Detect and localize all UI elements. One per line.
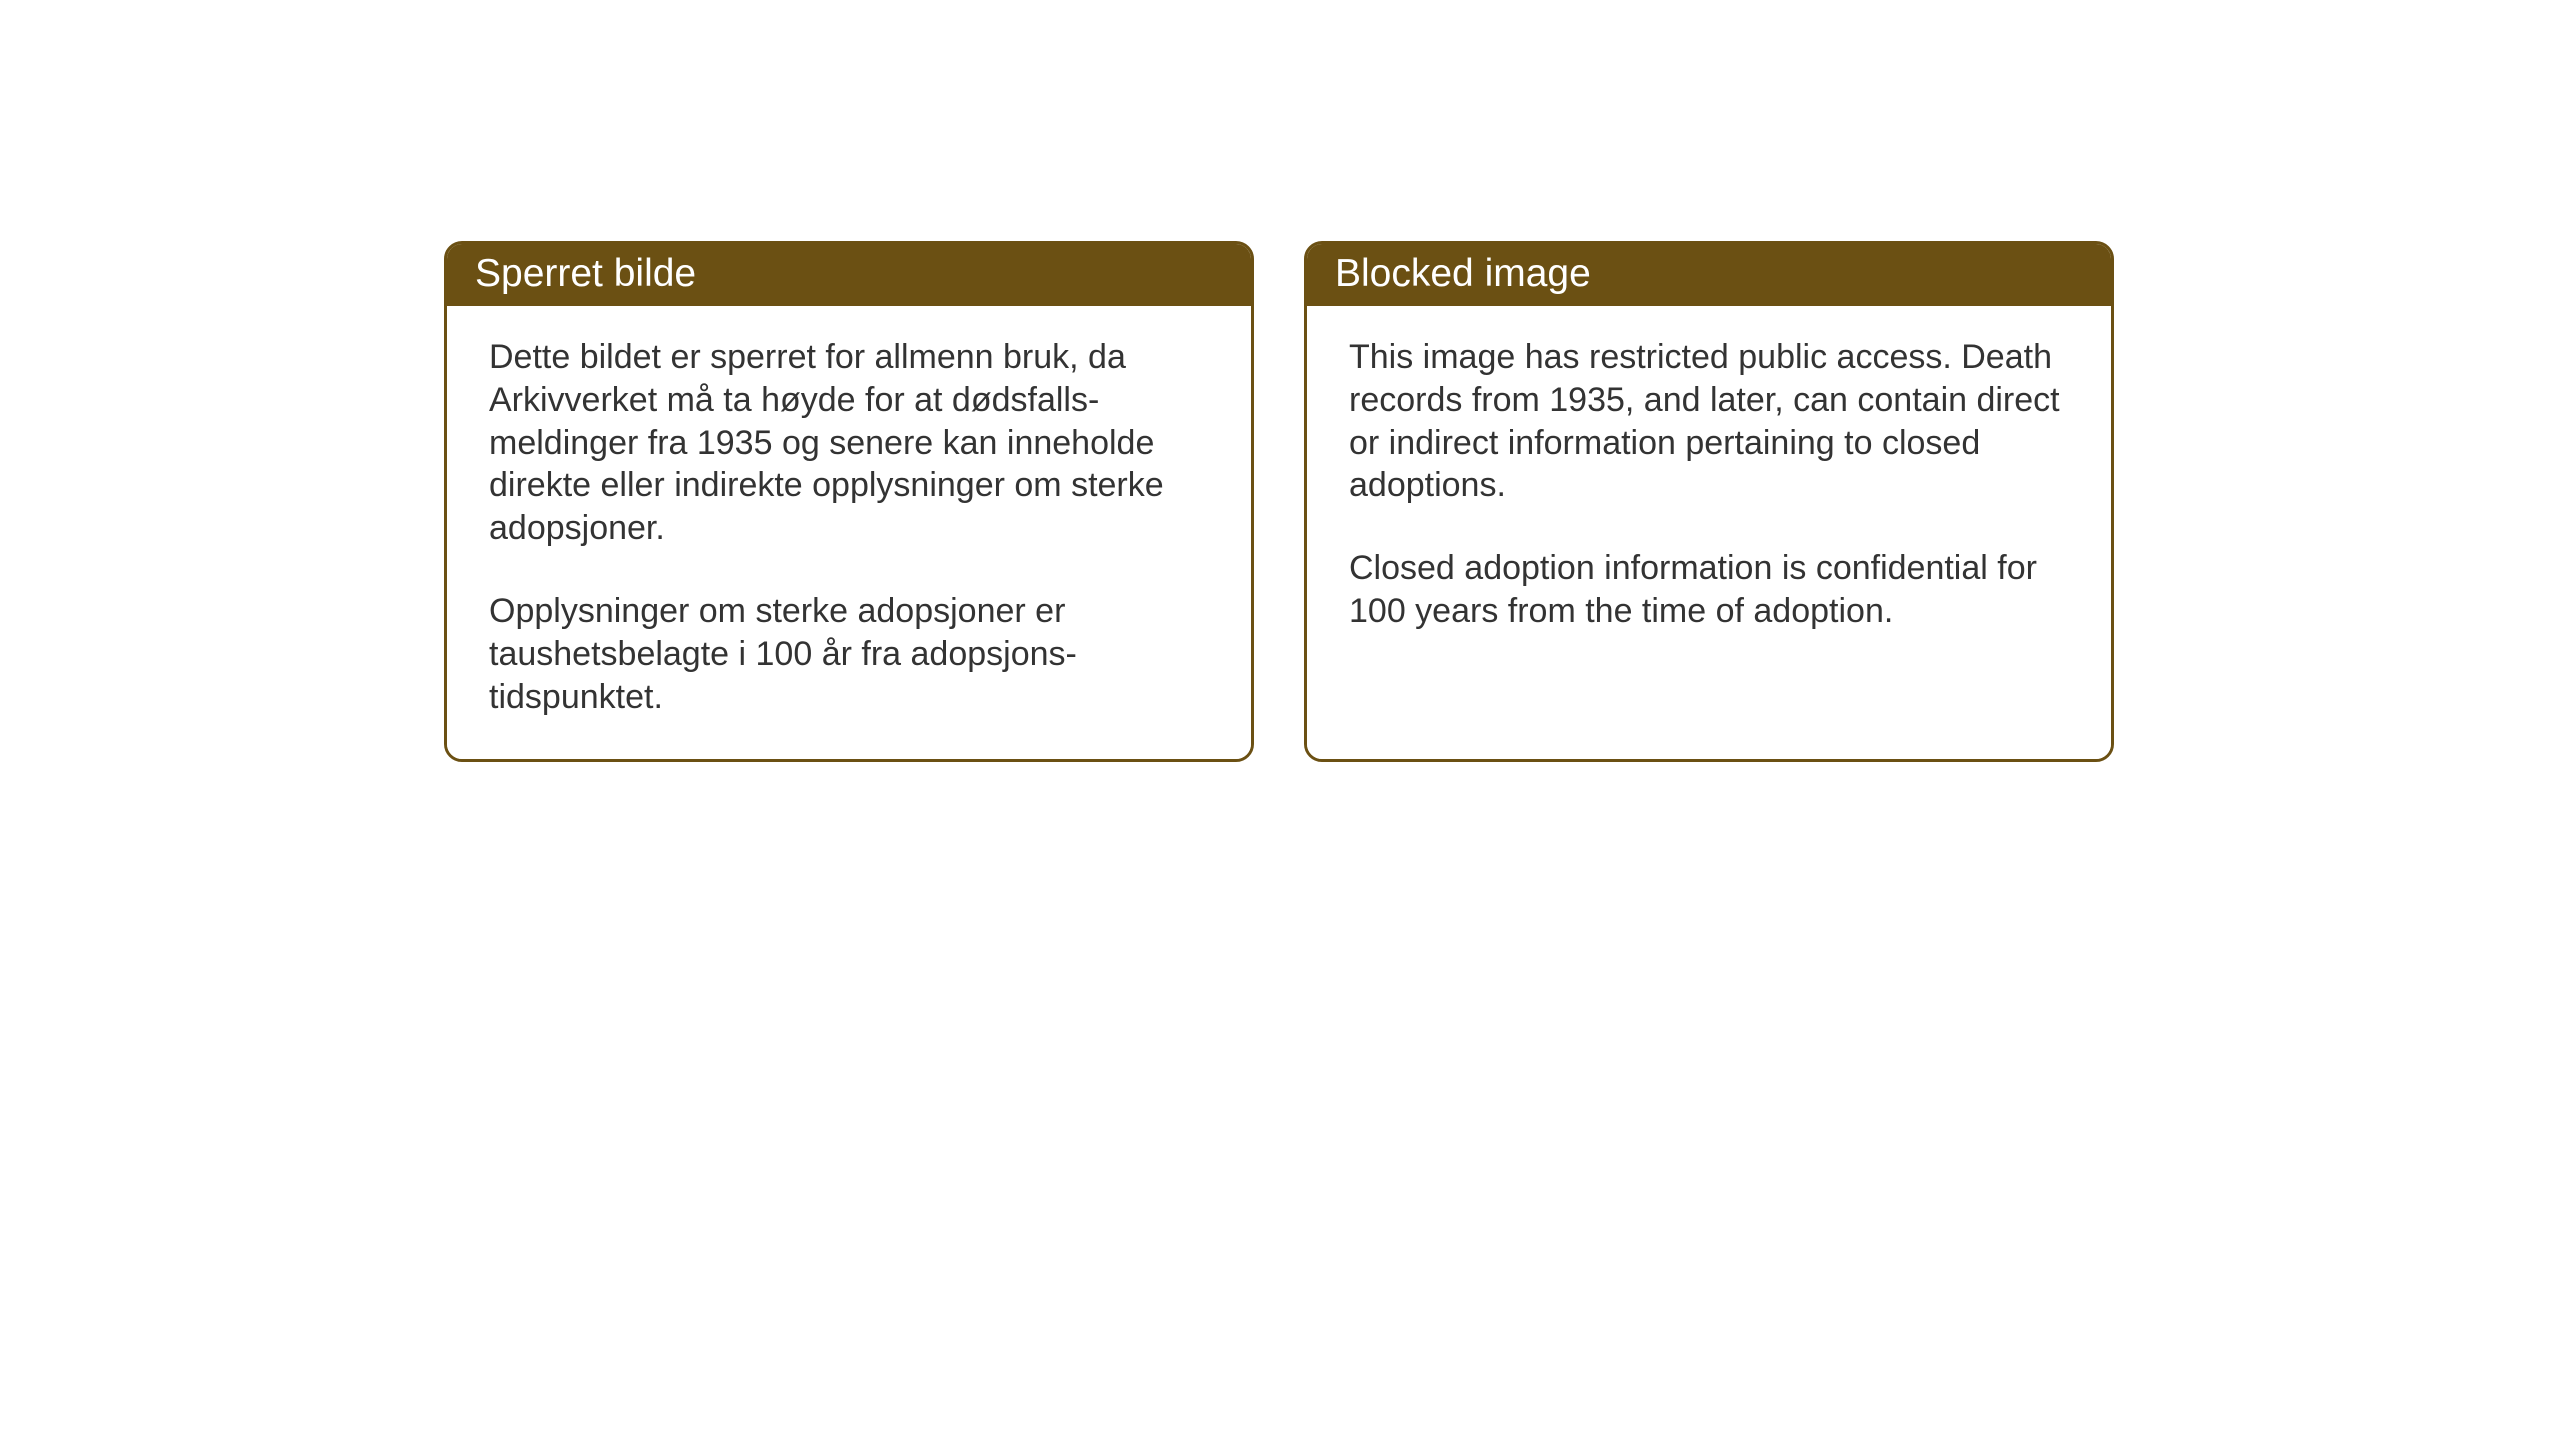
norwegian-box-body: Dette bildet er sperret for allmenn bruk… bbox=[447, 306, 1251, 759]
english-box-body: This image has restricted public access.… bbox=[1307, 306, 2111, 759]
english-notice-box: Blocked image This image has restricted … bbox=[1304, 241, 2114, 762]
english-box-title: Blocked image bbox=[1307, 244, 2111, 306]
norwegian-paragraph-2: Opplysninger om sterke adopsjoner er tau… bbox=[489, 590, 1209, 718]
norwegian-notice-box: Sperret bilde Dette bildet er sperret fo… bbox=[444, 241, 1254, 762]
notice-container: Sperret bilde Dette bildet er sperret fo… bbox=[444, 241, 2114, 762]
english-paragraph-1: This image has restricted public access.… bbox=[1349, 336, 2069, 507]
english-paragraph-2: Closed adoption information is confident… bbox=[1349, 547, 2069, 633]
norwegian-box-title: Sperret bilde bbox=[447, 244, 1251, 306]
norwegian-paragraph-1: Dette bildet er sperret for allmenn bruk… bbox=[489, 336, 1209, 550]
